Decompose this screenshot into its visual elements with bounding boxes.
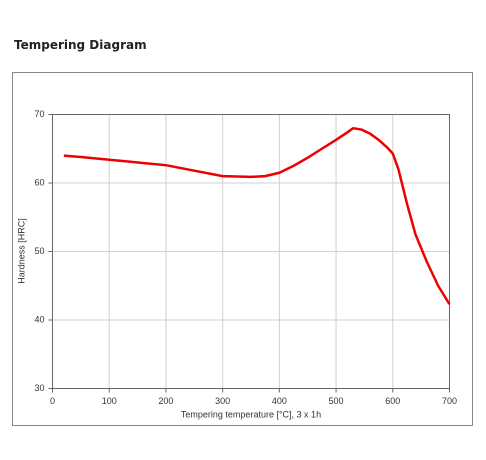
chart-title: Tempering Diagram (14, 38, 147, 52)
x-tick-label: 700 (442, 396, 457, 406)
y-tick-label: 50 (34, 246, 44, 256)
data-line (63, 126, 451, 305)
x-axis-label: Tempering temperature [°C], 3 x 1h (181, 409, 321, 419)
x-tick-label: 600 (385, 396, 400, 406)
chart-frame (12, 72, 473, 426)
x-tick-label: 0 (50, 396, 55, 406)
y-axis-label: Hardness [HRC] (16, 218, 26, 284)
x-tick-label: 300 (215, 396, 230, 406)
x-tick-label: 100 (102, 396, 117, 406)
x-tick-label: 400 (272, 396, 287, 406)
y-tick-label: 70 (34, 109, 44, 119)
x-tick-label: 500 (329, 396, 344, 406)
x-tick-label: 200 (158, 396, 173, 406)
y-tick-label: 40 (34, 314, 44, 324)
y-tick-label: 60 (34, 177, 44, 187)
y-tick-label: 30 (34, 383, 44, 393)
